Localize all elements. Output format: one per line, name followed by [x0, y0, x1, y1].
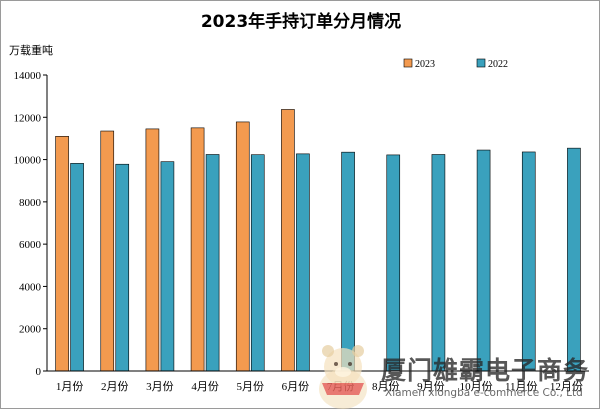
watermark: 厦门雄霸电子商务 Xiamen xiongba e-commerce Co., … [307, 337, 600, 410]
bar-2022-1 [70, 163, 84, 372]
legend: 2023 2022 [403, 58, 508, 70]
y-tick-label: 2000 [19, 324, 42, 336]
x-tick-label: 4月份 [191, 380, 219, 393]
y-tick-label: 14000 [14, 70, 42, 82]
legend-label-2022: 2022 [488, 59, 508, 70]
x-tick-label: 3月份 [146, 380, 174, 393]
y-axis-unit-label: 万载重吨 [9, 43, 53, 57]
bar-2022-2 [115, 163, 130, 372]
x-tick-label: 9月份 [417, 380, 445, 393]
bear-mascot-icon [319, 345, 367, 409]
bar-2023-5 [235, 121, 250, 372]
bar-2023-1 [55, 136, 69, 372]
x-tick-label: 11月份 [505, 380, 538, 393]
x-tick-label: 2月份 [101, 380, 129, 393]
watermark-company-cn: 厦门雄霸电子商务 [381, 356, 590, 385]
y-tick-label: 12000 [14, 112, 42, 124]
x-tick-label: 6月份 [282, 380, 310, 393]
legend-label-2023: 2023 [415, 59, 435, 70]
bar-2023-6 [281, 109, 295, 372]
y-tick-label: 10000 [14, 155, 42, 167]
y-tick-label: 4000 [19, 281, 42, 293]
bar-2022-4 [205, 154, 220, 372]
x-tick-label: 10月份 [460, 380, 493, 393]
chart-title: 2023年手持订单分月情况 [201, 11, 401, 32]
y-tick-label: 6000 [19, 239, 42, 251]
watermark-company-en: Xiamen xiongba e-commerce Co., Ltd [385, 387, 583, 399]
bar-2022-5 [250, 154, 265, 372]
y-tick-label: 8000 [19, 197, 42, 209]
y-tick-label: 0 [36, 366, 42, 378]
legend-swatch-2022 [476, 58, 486, 68]
bar-2023-3 [145, 128, 160, 372]
bar-2022-3 [160, 161, 175, 372]
x-tick-label: 12月份 [550, 380, 583, 393]
bar-2023-4 [190, 127, 205, 372]
x-tick-label: 1月份 [56, 380, 84, 393]
x-tick-label: 5月份 [237, 380, 265, 393]
legend-swatch-2023 [403, 58, 413, 68]
bar-2023-2 [100, 130, 115, 372]
x-tick-label: 8月份 [372, 380, 400, 393]
